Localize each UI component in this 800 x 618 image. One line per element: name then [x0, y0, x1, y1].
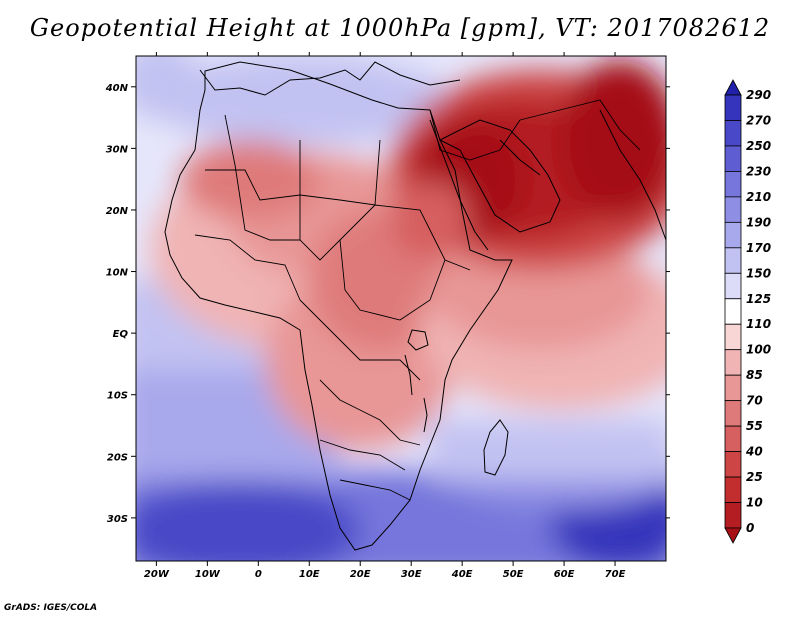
border-segment [374, 204, 471, 271]
colorbar-box [724, 247, 742, 274]
colorbar-box [724, 94, 742, 121]
y-tick-label: 20N [106, 206, 129, 217]
border-segment [339, 239, 446, 321]
border-segment [224, 114, 300, 241]
colorbar-label: 150 [746, 266, 771, 280]
madagascar [483, 419, 509, 476]
y-tick-label: 10N [106, 268, 129, 279]
colorbar-bottom-arrow [724, 527, 742, 544]
y-tick-label: EQ [113, 329, 129, 340]
colorbar-box [724, 502, 742, 529]
y-tick-label: 30S [107, 514, 128, 525]
colorbar-box [724, 451, 742, 478]
coastlines [164, 61, 666, 551]
colorbar-box [724, 272, 742, 300]
y-tick-label: 20S [107, 452, 128, 463]
colorbar-box [724, 171, 742, 198]
lake-malawi [423, 397, 428, 433]
colorbar-box [724, 120, 742, 147]
map-axes: 20W 10W 0 10E 20E 30E 40E 50E 60E 70E 40N 30N 20N 10N… [105, 52, 670, 580]
border-segment [519, 99, 641, 151]
border-segment [299, 140, 376, 261]
border-segment [319, 439, 406, 471]
colorbar-box [724, 298, 742, 325]
colorbar: 0 10 25 40 55 70 85 100 110 125 150 170 190 210 230 250… [724, 79, 771, 544]
y-tick-label: 40N [105, 83, 129, 94]
border-segment [429, 109, 521, 161]
colorbar-label: 290 [746, 88, 771, 102]
colorbar-label: 0 [746, 521, 754, 535]
x-tick-label: 10E [299, 569, 320, 580]
colorbar-box [724, 349, 742, 376]
colorbar-box [724, 400, 742, 427]
colorbar-label: 170 [746, 241, 771, 255]
europe-coastline [199, 61, 461, 96]
colorbar-label: 110 [746, 317, 771, 331]
india-coastline [599, 109, 666, 241]
colorbar-label: 230 [746, 164, 771, 178]
colorbar-label: 55 [746, 419, 763, 433]
colorbar-label: 25 [746, 470, 763, 484]
colorbar-box [724, 221, 742, 249]
colorbar-label: 270 [746, 113, 771, 127]
red-sea [429, 119, 489, 251]
plot-frame [135, 55, 667, 562]
colorbar-label: 125 [746, 292, 771, 306]
colorbar-label: 190 [746, 215, 771, 229]
colorbar-label: 100 [746, 343, 771, 357]
colorbar-label: 250 [746, 139, 771, 153]
persian-gulf [499, 139, 541, 176]
colorbar-label: 40 [745, 445, 763, 459]
colorbar-label: 10 [746, 496, 763, 510]
x-tick-label: 60E [554, 569, 575, 580]
border-segment [319, 379, 421, 446]
border-segment [194, 234, 301, 301]
x-tick-label: 20E [350, 569, 371, 580]
border-segment [339, 479, 411, 501]
lake-tanganyika [404, 354, 413, 396]
x-tick-label: 0 [255, 569, 262, 580]
geopotential-field [136, 56, 666, 561]
y-tick-label: 30N [106, 144, 129, 155]
y-tick-label: 10S [107, 391, 128, 402]
border-segment [299, 299, 421, 381]
x-tick-label: 20W [144, 569, 170, 580]
x-tick-label: 50E [503, 569, 524, 580]
colorbar-label: 85 [746, 368, 763, 382]
country-borders [194, 99, 641, 501]
lake-victoria [407, 329, 429, 351]
colorbar-box [724, 196, 742, 223]
colorbar-label: 70 [746, 394, 763, 408]
x-tick-label: 30E [401, 569, 422, 580]
colorbar-top-arrow [724, 79, 742, 96]
colorbar-box [724, 425, 742, 452]
grads-credit: GrADS: IGES/COLA [4, 603, 98, 613]
x-tick-label: 70E [605, 569, 626, 580]
colorbar-label: 210 [746, 190, 771, 204]
colorbar-box [724, 323, 742, 351]
colorbar-box [724, 476, 742, 503]
x-tick-label: 10W [195, 569, 221, 580]
arabia-coastline [438, 119, 561, 233]
x-tick-label: 40E [451, 569, 473, 580]
colorbar-box [724, 145, 742, 172]
map-title: Geopotential Height at 1000hPa [gpm], VT… [29, 14, 771, 42]
colorbar-box [724, 374, 742, 402]
